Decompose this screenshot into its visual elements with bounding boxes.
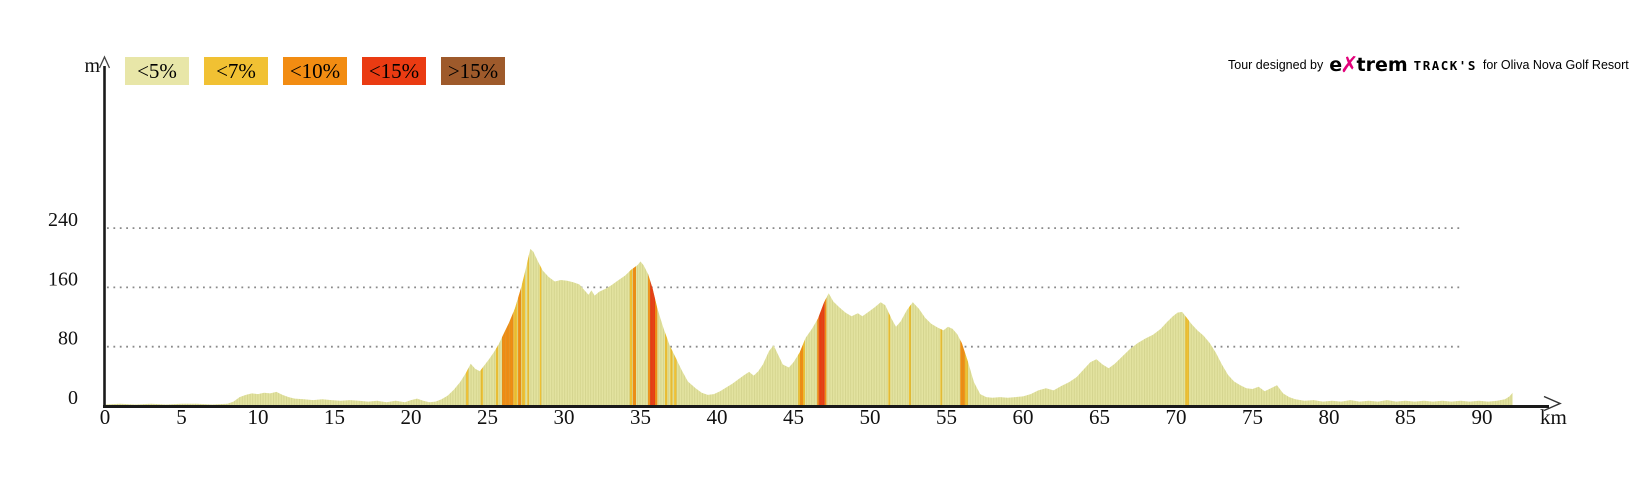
profile-hatch <box>105 248 1513 406</box>
legend-item-label: <10% <box>289 58 341 83</box>
x-tick-label: 60 <box>1013 405 1034 429</box>
y-axis-arrow-icon <box>98 55 111 69</box>
x-tick-label: 65 <box>1089 405 1110 429</box>
gradient-legend: <5% <7% <10% <15% >15% <box>125 57 505 85</box>
y-axis-unit-label: m <box>84 55 100 77</box>
y-tick-label: 80 <box>58 328 78 350</box>
x-tick-label: 35 <box>630 405 651 429</box>
gradient-band <box>466 248 469 406</box>
logo-prefix-text: Tour designed by <box>1228 58 1324 72</box>
x-tick-label: 80 <box>1319 405 1340 429</box>
x-axis-unit-label: km <box>1540 405 1567 429</box>
x-tick-label: 20 <box>401 405 422 429</box>
logo-suffix-text: for Oliva Nova Golf Resort <box>1482 58 1629 72</box>
logo: Tour designed by e ✗ trem TRACK'S for Oliv… <box>1228 50 1629 80</box>
y-tick-label: 160 <box>48 268 78 290</box>
x-tick-label: 90 <box>1472 405 1493 429</box>
x-tick-label: 0 <box>100 405 111 429</box>
x-tick-label: 15 <box>324 405 345 429</box>
logo-brand-e: e <box>1329 53 1343 76</box>
logo-brand-rest: trem <box>1356 53 1408 76</box>
x-axis-arrow-icon <box>1543 395 1562 412</box>
x-tick-label: 75 <box>1242 405 1263 429</box>
x-tick-label: 40 <box>707 405 728 429</box>
legend-item-label: <7% <box>216 58 256 83</box>
logo-tracks-text: TRACK'S <box>1413 57 1477 73</box>
x-tick-label: 70 <box>1166 405 1187 429</box>
legend-item-lt7: <7% <box>204 57 268 85</box>
x-tick-label: 5 <box>176 405 187 429</box>
x-tick-label: 25 <box>477 405 498 429</box>
x-tick-label: 85 <box>1395 405 1416 429</box>
logo-brand: e ✗ trem <box>1329 53 1408 78</box>
legend-item-lt15: <15% <box>362 57 426 85</box>
legend-item-gt15: >15% <box>441 57 505 85</box>
x-tick-label: 55 <box>936 405 957 429</box>
gradient-band <box>480 248 483 406</box>
legend-item-lt5: <5% <box>125 57 189 85</box>
x-tick-label: 50 <box>860 405 881 429</box>
legend-item-label: <15% <box>368 58 420 83</box>
y-tick-label: 0 <box>68 387 78 409</box>
x-tick-label: 30 <box>554 405 575 429</box>
y-tick-label: 240 <box>48 209 78 231</box>
x-tick-label: 10 <box>248 405 269 429</box>
x-tick-label: 45 <box>783 405 804 429</box>
logo-x-icon: ✗ <box>1340 53 1359 78</box>
legend-item-label: >15% <box>447 58 499 83</box>
legend-item-lt10: <10% <box>283 57 347 85</box>
legend-item-label: <5% <box>137 58 177 83</box>
